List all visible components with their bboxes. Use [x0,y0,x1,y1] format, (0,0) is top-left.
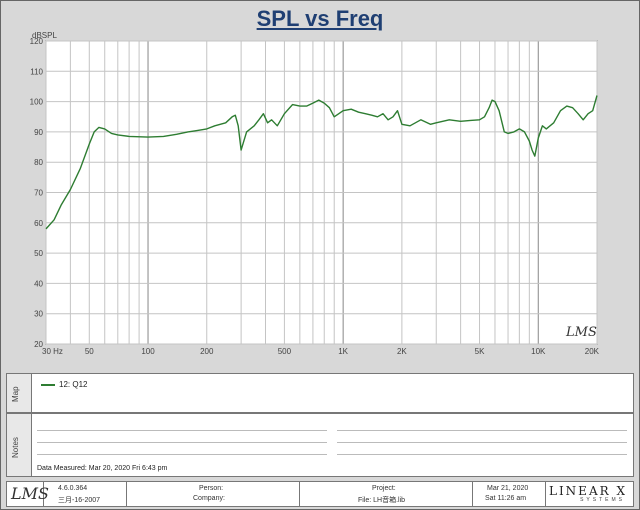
y-tick-label: 100 [30,98,44,107]
version-text: 4.6.0.364 [58,485,88,492]
file-label: File: LH音箱.lib [358,497,406,504]
y-tick-label: 120 [30,37,44,46]
build-date: 三月-16-2007 [58,497,101,504]
y-tick-label: 90 [34,128,43,137]
footer-person-cell: Person: Company: [127,482,300,506]
note-line [37,442,327,443]
spl-chart: 20 30 40 50 60 70 80 90 100 110 120 30 Hz 50 100 200 5… [30,37,600,356]
y-ticks: 20 30 40 50 60 70 80 90 100 110 120 [30,37,44,349]
footer-date-cell: Mar 21, 2020 Sat 11:26 am [473,482,546,506]
x-tick-label: 10K [531,347,546,356]
chart-title: SPL vs Freq [256,6,384,31]
footer-logo-cell: LMS [7,482,49,506]
y-tick-label: 20 [34,340,43,349]
x-tick-label: 200 [200,347,214,356]
y-tick-label: 70 [34,189,43,198]
x-tick-label: 2K [397,347,407,356]
legend-panel: Map 12: Q12 [6,373,634,413]
x-tick-label: 50 [85,347,94,356]
series-group [45,95,598,230]
legend-entry: 12: Q12 [41,380,87,389]
y-tick-label: 30 [34,310,43,319]
legend-panel-side: Map [7,374,32,412]
x-tick-label: 20K [585,347,600,356]
y-tick-label: 110 [30,67,43,76]
notes-panel-side: Notes [7,414,32,476]
footer-project-cell: Project: File: LH音箱.lib [300,482,473,506]
y-tick-label: 60 [34,219,43,228]
note-line [37,430,327,431]
series-line-q12 [45,95,598,230]
x-tick-label: 5K [475,347,485,356]
project-label: Project: [372,485,396,492]
footer-date: Mar 21, 2020 [487,485,529,492]
notes-panel-label: Notes [11,437,20,458]
footer-version-cell: 4.6.0.364 三月-16-2007 [44,482,127,506]
legend-panel-label: Map [11,386,20,402]
footer-time: Sat 11:26 am [485,495,527,502]
note-line [37,454,327,455]
x-tick-label: 500 [278,347,292,356]
linearx-subtitle: SYSTEMS [580,497,625,503]
x-tick-label: 100 [141,347,155,356]
note-line [337,442,627,443]
legend-entry-label: 12: Q12 [59,380,88,389]
company-label: Company: [193,495,225,502]
y-axis-label: dBSPL [32,31,57,40]
note-line [337,430,627,431]
person-label: Person: [199,485,224,492]
lms-logo: LMS [11,484,49,503]
x-tick-label: 1K [338,347,348,356]
linearx-logo: LINEAR X [548,484,627,498]
footer-bar: LMS 4.6.0.364 三月-16-2007 Person: Company… [6,481,634,507]
plot-logo: LMS [565,325,597,340]
x-ticks: 30 Hz 50 100 200 500 1K 2K 5K 10K 20K [42,347,600,356]
notes-panel: Notes Data Measured: Mar 20, 2020 Fri 6:… [6,413,634,477]
data-measured: Data Measured: Mar 20, 2020 Fri 6:43 pm [37,465,168,472]
legend-swatch [41,383,55,386]
note-line [337,454,627,455]
x-tick-label: 30 Hz [42,347,63,356]
y-tick-label: 80 [34,158,43,167]
y-tick-label: 50 [34,249,43,258]
y-tick-label: 40 [34,279,43,288]
